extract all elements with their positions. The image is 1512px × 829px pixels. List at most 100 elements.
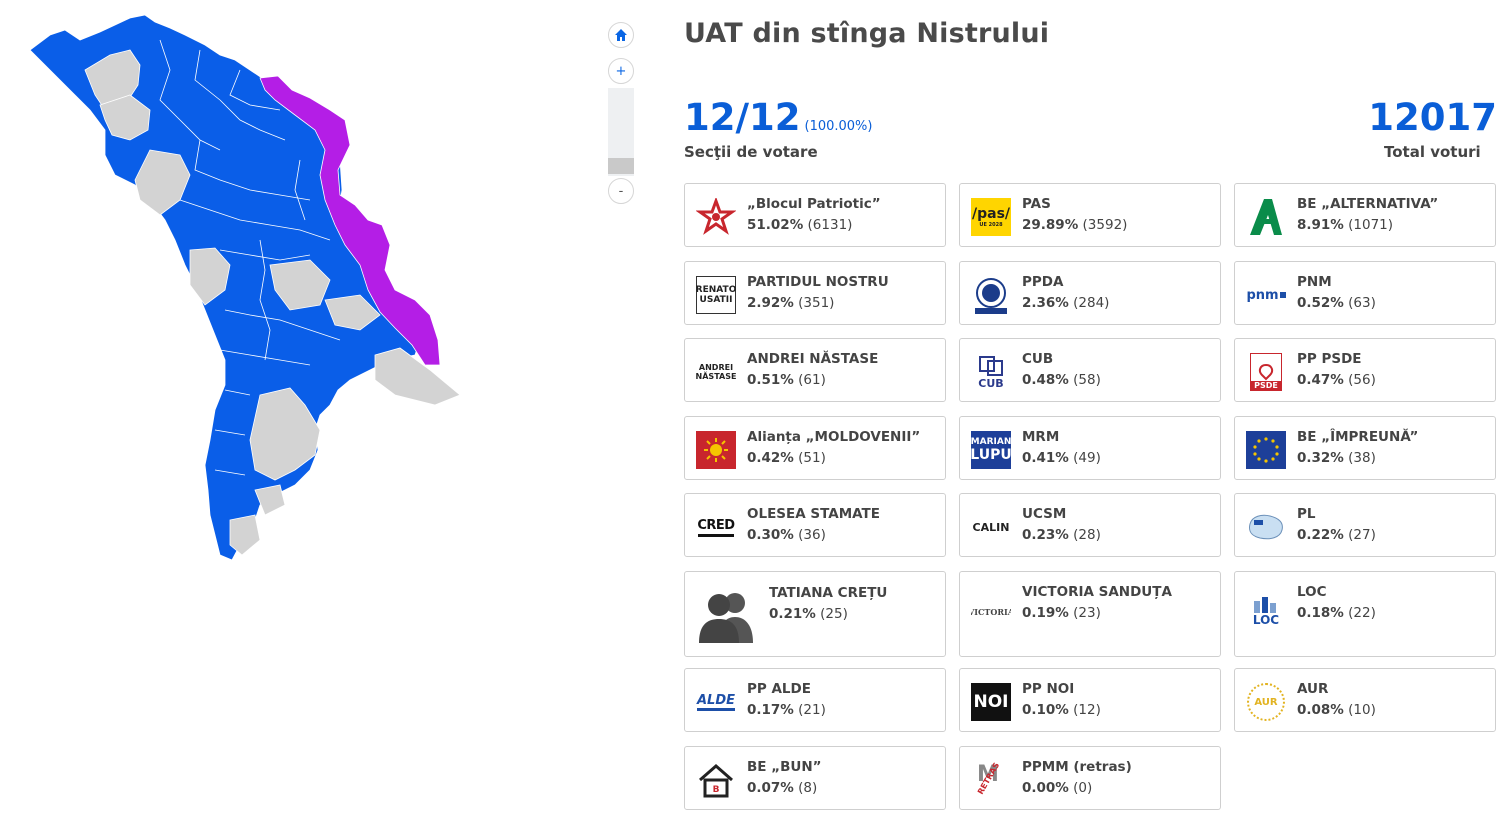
total-votes-label: Total voturi (1384, 143, 1481, 161)
party-card[interactable]: /pas/UE 2028 PAS 29.89% (3592) (959, 183, 1221, 247)
party-result: 0.08% (10) (1297, 702, 1376, 718)
party-votes: (27) (1348, 527, 1376, 543)
map-region-transnistria[interactable] (259, 75, 441, 366)
party-percent: 0.00% (1022, 780, 1069, 796)
home-button[interactable] (608, 22, 634, 48)
party-card[interactable]: Alianța „MOLDOVENII” 0.42% (51) (684, 416, 946, 480)
party-card[interactable]: CUB CUB 0.48% (58) (959, 338, 1221, 402)
sections-count: 12/12 (100.00%) (684, 96, 872, 139)
party-result: 0.52% (63) (1297, 295, 1376, 311)
party-percent: 0.21% (769, 606, 816, 622)
party-name: PL (1297, 506, 1316, 522)
party-card[interactable]: AUR AUR 0.08% (10) (1234, 668, 1496, 732)
party-votes: (3592) (1082, 217, 1128, 233)
party-result: 0.51% (61) (747, 372, 826, 388)
party-card[interactable]: BE „ALTERNATIVA” 8.91% (1071) (1234, 183, 1496, 247)
party-card[interactable]: LOC LOC 0.18% (22) (1234, 571, 1496, 657)
calin-logo: CALIN (972, 520, 1010, 534)
party-card[interactable]: PL 0.22% (27) (1234, 493, 1496, 557)
person-silhouette-icon (697, 586, 757, 644)
party-percent: 8.91% (1297, 217, 1344, 233)
party-result: 0.21% (25) (769, 606, 848, 622)
pas-logo: /pas/UE 2028 (971, 198, 1011, 236)
party-result: 0.00% (0) (1022, 780, 1092, 796)
party-card[interactable]: B BE „BUN” 0.07% (8) (684, 746, 946, 810)
party-percent: 2.92% (747, 295, 794, 311)
party-result: 8.91% (1071) (1297, 217, 1393, 233)
sections-percent: (100.00%) (804, 119, 873, 134)
pl-logo (1246, 508, 1286, 546)
party-result: 0.19% (23) (1022, 605, 1101, 621)
party-percent: 0.41% (1022, 450, 1069, 466)
aur-logo: AUR (1246, 683, 1286, 721)
party-percent: 0.51% (747, 372, 794, 388)
party-result: 0.18% (22) (1297, 605, 1376, 621)
party-card[interactable]: „Blocul Patriotic” 51.02% (6131) (684, 183, 946, 247)
party-votes: (25) (820, 606, 848, 622)
party-percent: 0.10% (1022, 702, 1069, 718)
party-percent: 0.08% (1297, 702, 1344, 718)
party-result: 0.42% (51) (747, 450, 826, 466)
party-name: „Blocul Patriotic” (747, 196, 881, 212)
party-card[interactable]: MARIAN LUPU MRM 0.41% (49) (959, 416, 1221, 480)
map-region-gray (324, 294, 381, 331)
party-name: OLESEA STAMATE (747, 506, 880, 522)
party-card[interactable]: NOI PP NOI 0.10% (12) (959, 668, 1221, 732)
party-card[interactable]: BE „ÎMPREUNĂ” 0.32% (38) (1234, 416, 1496, 480)
party-name: PARTIDUL NOSTRU (747, 274, 889, 290)
party-votes: (38) (1348, 450, 1376, 466)
party-card[interactable]: ALDE PP ALDE 0.17% (21) (684, 668, 946, 732)
party-name: PAS (1022, 196, 1051, 212)
marian-lupu-logo: MARIAN LUPU (971, 431, 1011, 469)
party-votes: (6131) (807, 217, 853, 233)
party-card[interactable]: CRED OLESEA STAMATE 0.30% (36) (684, 493, 946, 557)
party-votes: (22) (1348, 605, 1376, 621)
andrei-nastase-logo: ANDREI NĂSTASE (696, 363, 736, 381)
party-card[interactable]: TATIANA CREȚU 0.21% (25) (684, 571, 946, 657)
party-card[interactable]: ANDREI NĂSTASE ANDREI NĂSTASE 0.51% (61) (684, 338, 946, 402)
party-card[interactable]: CALIN UCSM 0.23% (28) (959, 493, 1221, 557)
zoom-out-button[interactable]: - (608, 178, 634, 204)
party-card[interactable]: RENATO USATII PARTIDUL NOSTRU 2.92% (351) (684, 261, 946, 325)
party-card[interactable]: PSDE PP PSDE 0.47% (56) (1234, 338, 1496, 402)
page-title: UAT din stînga Nistrului (684, 18, 1050, 49)
moldova-map[interactable] (20, 10, 470, 570)
zoom-slider[interactable] (608, 88, 634, 176)
party-percent: 0.42% (747, 450, 794, 466)
party-votes: (12) (1073, 702, 1101, 718)
party-votes: (51) (798, 450, 826, 466)
impreuna-logo (1246, 431, 1286, 469)
party-votes: (58) (1073, 372, 1101, 388)
party-votes: (36) (798, 527, 826, 543)
party-result: 0.10% (12) (1022, 702, 1101, 718)
party-percent: 0.23% (1022, 527, 1069, 543)
party-percent: 0.32% (1297, 450, 1344, 466)
party-card[interactable]: PPDA 2.36% (284) (959, 261, 1221, 325)
party-name: PP ALDE (747, 681, 811, 697)
party-percent: 0.17% (747, 702, 794, 718)
party-name: BE „ÎMPREUNĂ” (1297, 429, 1419, 445)
map-region-gray (189, 247, 231, 306)
party-votes: (21) (798, 702, 826, 718)
party-percent: 51.02% (747, 217, 804, 233)
home-icon (615, 29, 627, 41)
party-card[interactable]: VICTORIA VICTORIA SANDUȚA 0.19% (23) (959, 571, 1221, 657)
zoom-slider-thumb[interactable] (608, 158, 634, 174)
party-result: 2.36% (284) (1022, 295, 1109, 311)
party-percent: 0.30% (747, 527, 794, 543)
party-votes: (28) (1073, 527, 1101, 543)
party-percent: 0.22% (1297, 527, 1344, 543)
zoom-in-button[interactable]: + (608, 58, 634, 84)
party-card[interactable]: M RETRAS PPMM (retras) 0.00% (0) (959, 746, 1221, 810)
party-percent: 0.18% (1297, 605, 1344, 621)
map-region-gray (229, 514, 261, 556)
party-votes: (56) (1348, 372, 1376, 388)
party-result: 51.02% (6131) (747, 217, 852, 233)
party-name: PPDA (1022, 274, 1064, 290)
party-result: 0.22% (27) (1297, 527, 1376, 543)
party-votes: (8) (798, 780, 818, 796)
party-card[interactable]: pnm PNM 0.52% (63) (1234, 261, 1496, 325)
party-name: VICTORIA SANDUȚA (1022, 584, 1172, 600)
party-percent: 0.52% (1297, 295, 1344, 311)
party-result: 0.17% (21) (747, 702, 826, 718)
